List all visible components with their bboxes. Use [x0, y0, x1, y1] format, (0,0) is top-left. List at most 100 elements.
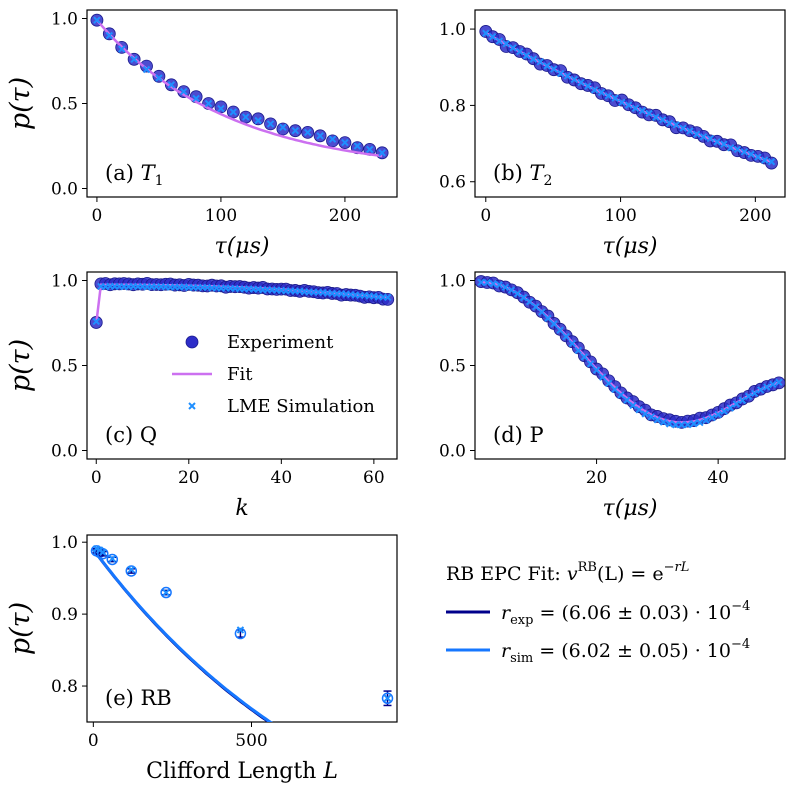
- simulation-point: [384, 293, 392, 302]
- simulation-point: [266, 120, 275, 128]
- simulation-point: [366, 145, 374, 154]
- experiment-point: [125, 565, 138, 577]
- simulation-point: [192, 94, 200, 103]
- simulation-point: [291, 126, 300, 135]
- y-tick-label: 1.0: [439, 272, 466, 292]
- simulation-point: [162, 588, 170, 597]
- simulation-point: [611, 94, 619, 102]
- simulation-point: [483, 278, 491, 287]
- simulation-point: [624, 101, 633, 109]
- simulation-point: [562, 332, 570, 341]
- y-tick-label: 0.0: [51, 442, 78, 462]
- simulation-point: [513, 289, 522, 298]
- simulation-point: [672, 121, 680, 129]
- simulation-point: [641, 410, 649, 418]
- experiment-point: [381, 292, 395, 306]
- simulation-point: [645, 109, 653, 118]
- simulation-point: [316, 132, 324, 140]
- simulation-point: [501, 283, 510, 291]
- plot-area: [475, 275, 785, 429]
- simulation-point: [328, 135, 337, 143]
- rb-epc-legend: RB EPC Fit: vRB(L) = e−rL rexp = (6.06 ±…: [446, 560, 750, 666]
- y-tick-label: 0.8: [51, 677, 78, 697]
- simulation-point: [204, 99, 213, 108]
- x-tick-label: 200: [329, 206, 361, 226]
- simulation-point: [577, 78, 585, 87]
- simulation-point: [543, 62, 551, 70]
- panel-label: (b) T2: [493, 161, 552, 189]
- y-tick-label: 1.0: [51, 10, 78, 30]
- simulation-point: [702, 416, 710, 424]
- x-tick-label: 40: [707, 468, 729, 488]
- panel-a: 0 100 200 0.0 0.5 1.0 τ(μs) p(τ) (a) T1: [5, 9, 398, 259]
- simulation-point: [544, 314, 552, 322]
- y-tick-label: 0.0: [51, 180, 78, 200]
- y-axis-label: p(τ): [5, 77, 36, 130]
- simulation-point: [733, 145, 742, 154]
- simulation-point: [580, 353, 589, 361]
- x-axis-label: k: [235, 496, 248, 521]
- simulation-point: [653, 416, 662, 424]
- simulation-point: [686, 127, 694, 135]
- simulation-point: [665, 119, 674, 127]
- x-tick-label: 200: [739, 206, 771, 226]
- simulation-point: [383, 694, 392, 702]
- y-tick-label: 0.9: [51, 605, 78, 625]
- rb-exp-fit-line: [92, 548, 272, 722]
- simulation-point: [756, 386, 765, 394]
- y-axis-label: p(τ): [5, 602, 36, 655]
- simulation-point: [568, 339, 576, 348]
- simulation-point: [538, 308, 546, 316]
- y-tick-label: 1.0: [439, 20, 466, 40]
- simulation-point: [489, 280, 497, 288]
- y-tick-label: 1.0: [51, 533, 78, 553]
- simulation-point: [155, 74, 163, 82]
- x-tick-label: 100: [205, 206, 237, 226]
- simulation-point: [236, 626, 245, 634]
- simulation-point: [304, 128, 312, 137]
- simulation-point: [353, 142, 362, 150]
- simulation-point: [574, 346, 583, 355]
- simulation-point: [747, 150, 755, 158]
- legend-label: Experiment: [227, 332, 334, 353]
- simulation-point: [604, 92, 612, 100]
- simulation-point: [477, 278, 485, 287]
- simulation-point: [229, 108, 238, 116]
- x-tick-label: 500: [235, 731, 267, 751]
- simulation-point: [279, 123, 287, 132]
- simulation-point: [690, 419, 698, 428]
- rb-legend-sim-entry: rsim = (6.02 ± 0.05) · 10−4: [501, 637, 750, 666]
- simulation-point: [677, 421, 686, 429]
- simulation-point: [720, 140, 728, 148]
- simulation-point: [744, 392, 753, 401]
- simulation-point: [635, 406, 643, 414]
- y-tick-label: 0.5: [51, 95, 78, 115]
- simulation-point: [516, 47, 524, 56]
- simulation-point: [767, 158, 776, 166]
- simulation-point: [556, 69, 565, 78]
- x-axis-label: τ(μs): [603, 234, 658, 259]
- experiment-point: [276, 122, 290, 136]
- simulation-point: [696, 418, 704, 427]
- simulation-point: [495, 281, 504, 289]
- legend-experiment-marker: [185, 335, 199, 349]
- y-tick-label: 0.5: [51, 357, 78, 377]
- panel-label: (e) RB: [105, 686, 172, 710]
- y-tick-label: 0.0: [439, 442, 466, 462]
- simulation-point: [127, 565, 135, 574]
- plot-area: [90, 13, 389, 160]
- simulation-point: [570, 75, 578, 84]
- x-tick-label: 0: [92, 206, 103, 226]
- x-tick-label: 40: [271, 468, 293, 488]
- y-tick-label: 1.0: [51, 272, 78, 292]
- experiment-point: [381, 692, 394, 705]
- x-axis-label: τ(μs): [603, 496, 658, 521]
- simulation-point: [597, 88, 606, 97]
- simulation-point: [482, 29, 490, 37]
- simulation-point: [378, 149, 386, 157]
- legend-simulation-marker: [188, 402, 196, 410]
- experiment-point: [160, 586, 172, 599]
- panel-c: 0 20 40 60 0.0 0.5 1.0 k p(τ) (c) Q Experiment Fit L…: [5, 271, 398, 521]
- simulation-point: [509, 44, 517, 52]
